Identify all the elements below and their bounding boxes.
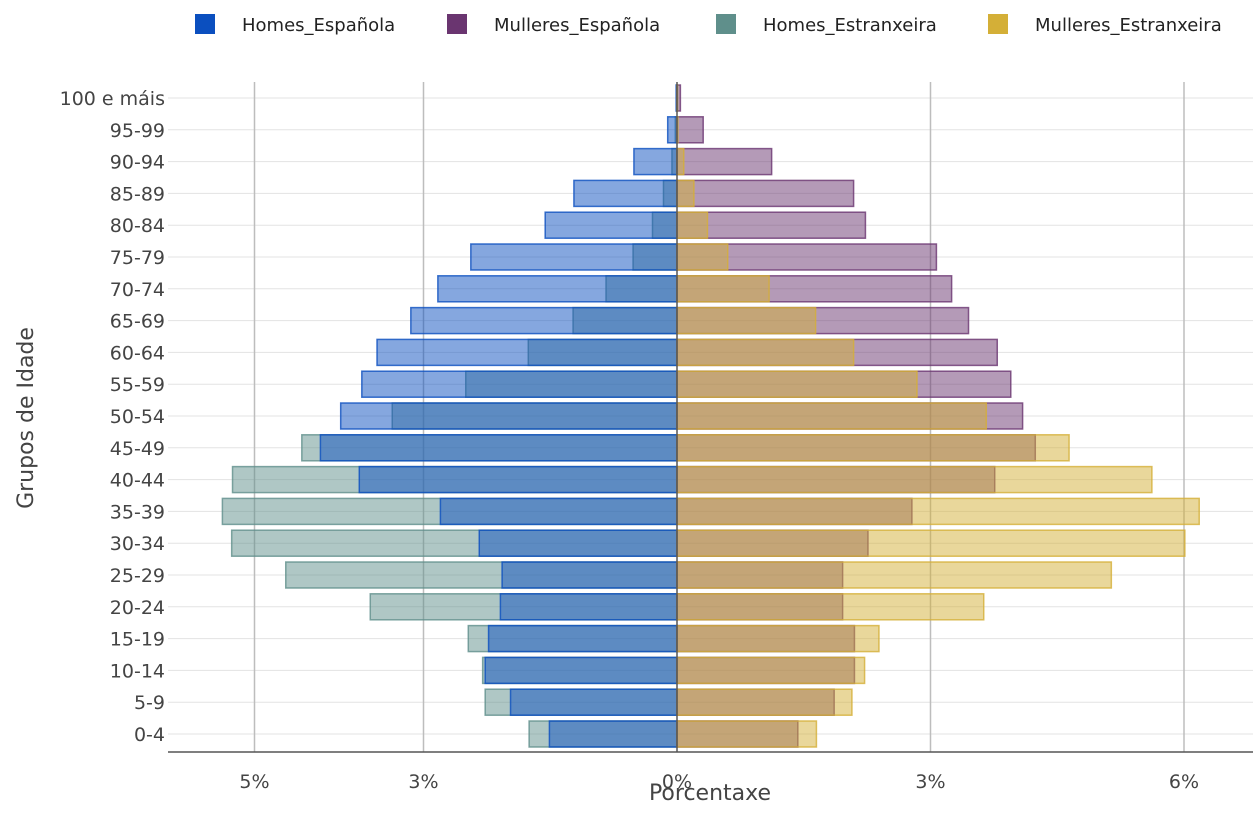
- bar-homes-española: [484, 656, 678, 685]
- bar-homes-española: [437, 275, 678, 303]
- y-tick-label: 0-4: [134, 724, 165, 746]
- y-tick-label: 50-54: [110, 406, 165, 428]
- bar-mulleres-estranxeira: [676, 338, 855, 367]
- y-tick-label: 90-94: [110, 152, 165, 174]
- legend: Homes_Española Mulleres_Española Homes_Est…: [195, 14, 1222, 36]
- bar-homes-española: [376, 338, 678, 367]
- bar-mulleres-estranxeira: [676, 593, 985, 621]
- bar-mulleres-española: [676, 179, 855, 208]
- y-tick-label: 85-89: [110, 183, 165, 205]
- bar-mulleres-española: [676, 147, 773, 176]
- bar-mulleres-estranxeira: [676, 688, 853, 716]
- y-tick-label: 80-84: [110, 215, 165, 237]
- y-tick-label: 35-39: [110, 501, 165, 523]
- x-tick-label: 5%: [239, 771, 269, 793]
- bar-homes-española: [548, 720, 678, 748]
- y-tick-label: 100 e máis: [60, 88, 165, 110]
- y-tick-label: 60-64: [110, 342, 165, 364]
- bar-homes-española: [470, 243, 678, 271]
- y-tick-label: 45-49: [110, 438, 165, 460]
- y-tick-label: 15-19: [110, 629, 165, 651]
- y-tick-label: 65-69: [110, 311, 165, 333]
- axes: 0-4 5-9 10-14 15-19 20-24 25-29 30-34 35-39 40-4…: [60, 82, 1253, 793]
- legend-swatch-homes-estranxeira: [716, 14, 736, 34]
- y-tick-label: 55-59: [110, 374, 165, 396]
- bar-homes-española: [666, 116, 678, 144]
- legend-label-homes-española: Homes_Española: [242, 15, 395, 36]
- bar-mulleres-estranxeira: [676, 147, 685, 176]
- y-axis-title: Grupos de Idade: [14, 327, 39, 509]
- bar-homes-española: [358, 465, 678, 494]
- y-tick-label: 40-44: [110, 470, 165, 492]
- bar-mulleres-estranxeira: [676, 465, 1153, 494]
- y-tick-label: 5-9: [134, 692, 165, 714]
- bar-homes-española: [361, 370, 678, 398]
- bar-homes-española: [499, 593, 678, 621]
- bar-mulleres-estranxeira: [676, 656, 866, 685]
- y-tick-label: 95-99: [110, 120, 165, 142]
- y-tick-label: 10-14: [110, 660, 165, 682]
- x-tick-label: 3%: [408, 771, 438, 793]
- bar-homes-española: [339, 402, 678, 430]
- legend-label-mulleres-estranxeira: Mulleres_Estranxeira: [1035, 15, 1222, 36]
- legend-swatch-homes-española: [195, 14, 215, 34]
- legend-label-mulleres-española: Mulleres_Española: [494, 15, 660, 36]
- bar-mulleres-estranxeira: [676, 720, 818, 748]
- bar-mulleres-estranxeira: [676, 211, 709, 239]
- x-axis-title: Porcentaxe: [649, 781, 771, 806]
- bar-mulleres-estranxeira: [676, 529, 1186, 557]
- bar-homes-española: [439, 497, 678, 526]
- legend-swatch-mulleres-estranxeira: [988, 14, 1008, 34]
- bar-mulleres-estranxeira: [676, 243, 729, 271]
- bar-mulleres-estranxeira: [676, 561, 1113, 589]
- bars: [221, 84, 1200, 748]
- y-tick-label: 70-74: [110, 279, 165, 301]
- bar-mulleres-estranxeira: [676, 497, 1200, 526]
- bar-mulleres-estranxeira: [676, 370, 918, 398]
- bar-mulleres-estranxeira: [676, 434, 1070, 462]
- y-tick-label: 75-79: [110, 247, 165, 269]
- x-tick-label: 6%: [1169, 771, 1199, 793]
- legend-label-homes-estranxeira: Homes_Estranxeira: [763, 15, 937, 36]
- bar-mulleres-española: [676, 116, 704, 144]
- bar-homes-española: [487, 624, 678, 653]
- bar-homes-española: [544, 211, 678, 239]
- bar-mulleres-estranxeira: [676, 306, 817, 335]
- y-tick-label: 30-34: [110, 533, 165, 555]
- bar-mulleres-estranxeira: [676, 179, 695, 208]
- bar-mulleres-española: [676, 211, 867, 239]
- bar-mulleres-estranxeira: [676, 402, 988, 430]
- legend-swatch-mulleres-española: [447, 14, 467, 34]
- x-tick-label: 3%: [915, 771, 945, 793]
- bar-homes-española: [509, 688, 678, 716]
- bar-mulleres-estranxeira: [676, 275, 770, 303]
- bar-homes-española: [501, 561, 678, 589]
- bar-homes-española: [478, 529, 678, 557]
- bar-mulleres-estranxeira: [676, 624, 880, 653]
- bar-homes-española: [633, 147, 678, 176]
- y-tick-label: 20-24: [110, 597, 165, 619]
- x-tick-label: 0%: [662, 771, 692, 793]
- bar-homes-española: [319, 434, 678, 462]
- bar-homes-española: [573, 179, 678, 208]
- bar-homes-española: [410, 306, 678, 335]
- y-tick-label: 25-29: [110, 565, 165, 587]
